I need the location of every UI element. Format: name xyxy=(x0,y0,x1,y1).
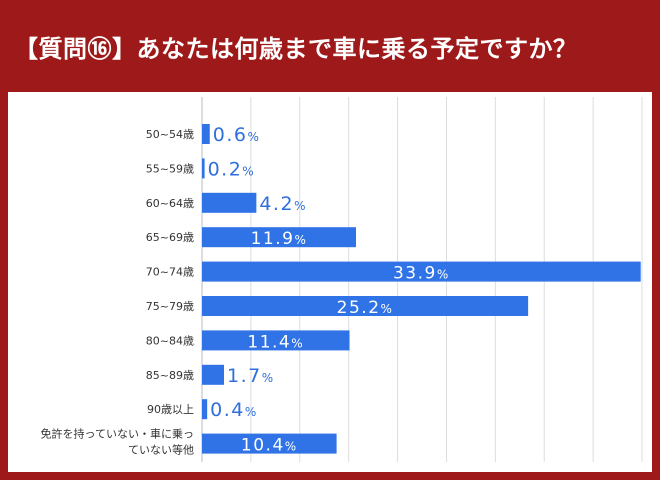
bar xyxy=(202,364,224,385)
value-label: 0.4% xyxy=(210,399,258,421)
bar xyxy=(202,296,529,316)
chart-panel: 50~54歳 55~59歳 60~64歳 65~69歳 70~74歳 75~79歳 80~8… xyxy=(8,92,652,472)
page-title: 【質問⑯】あなたは何歳まで車に乗る予定ですか？ xyxy=(14,34,578,63)
category-labels: 50~54歳 55~59歳 60~64歳 65~69歳 70~74歳 75~79歳 80~8… xyxy=(41,128,194,457)
category-label: 免許を持っていない・車に乗っていない等他 xyxy=(41,427,194,457)
value-label: 0.6% xyxy=(213,124,261,146)
category-label: 65~69歳 xyxy=(146,231,194,244)
category-label: 70~74歳 xyxy=(146,266,194,279)
category-label: 85~89歳 xyxy=(146,369,194,382)
value-label: 10.4% xyxy=(241,436,298,456)
category-label: 50~54歳 xyxy=(146,128,194,141)
value-labels: 0.6% 0.2%4.2% 11.9% 33.9% 25.2% 11.4% 1.7% 0.4%… xyxy=(208,124,450,456)
bar xyxy=(202,330,350,351)
category-label: 75~79歳 xyxy=(146,300,194,313)
bar-chart: 50~54歳 55~59歳 60~64歳 65~69歳 70~74歳 75~79歳 80~8… xyxy=(41,97,643,462)
value-label: 11.4% xyxy=(247,332,304,352)
value-label: 1.7% xyxy=(227,365,275,387)
value-label: 33.9% xyxy=(393,264,450,284)
category-label: 90歳以上 xyxy=(147,403,194,416)
category-label: 80~84歳 xyxy=(146,334,194,347)
value-label: 11.9% xyxy=(251,229,308,249)
category-label: 55~59歳 xyxy=(146,162,194,175)
bar xyxy=(202,192,257,213)
value-label: 4.2% xyxy=(259,193,307,215)
bars xyxy=(202,124,641,454)
bar xyxy=(202,433,337,454)
bar xyxy=(202,158,205,179)
bar xyxy=(202,399,208,420)
bar xyxy=(202,261,641,282)
value-label: 25.2% xyxy=(337,298,394,318)
bar xyxy=(202,124,210,144)
category-label: 60~64歳 xyxy=(146,197,194,210)
value-label: 0.2% xyxy=(208,158,256,180)
bar xyxy=(202,227,356,248)
